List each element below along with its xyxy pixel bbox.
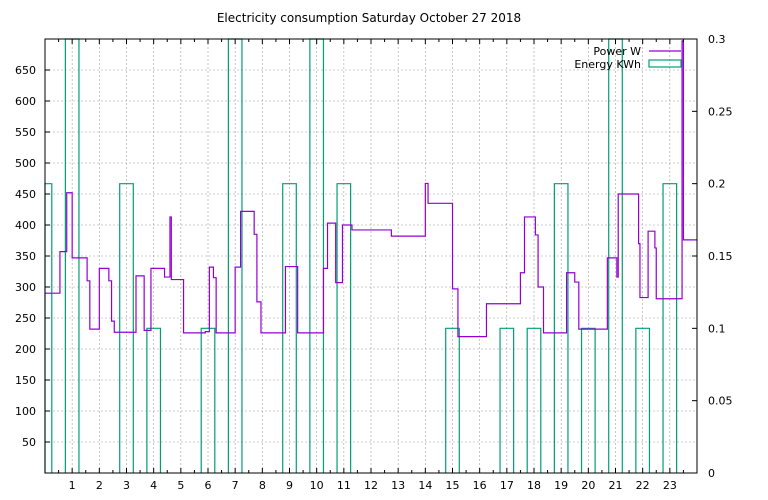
power-line (45, 40, 697, 338)
y2-tick-label: 0.1 (708, 322, 726, 335)
x-tick-label: 1 (69, 479, 76, 492)
x-tick-label: 6 (205, 479, 212, 492)
energy-bar (119, 183, 134, 473)
x-tick-label: 15 (446, 479, 460, 492)
y2-tick-label: 0 (708, 467, 715, 480)
x-tick-label: 9 (286, 479, 293, 492)
energy-bar (580, 327, 596, 473)
x-tick-label: 23 (663, 479, 677, 492)
y2-tick-label: 0.2 (708, 178, 726, 191)
x-tick-label: 13 (391, 479, 405, 492)
legend-swatch-energy (648, 59, 682, 68)
x-tick-label: 18 (527, 479, 541, 492)
x-tick-label: 2 (96, 479, 103, 492)
chart-title: Electricity consumption Saturday October… (217, 11, 521, 25)
y-tick-label: 400 (15, 219, 36, 232)
x-tick-label: 4 (150, 479, 157, 492)
x-tick-label: 11 (337, 479, 351, 492)
y2-tick-label: 0.15 (708, 250, 733, 263)
x-tick-label: 22 (636, 479, 650, 492)
y-tick-label: 150 (15, 374, 36, 387)
x-tick-label: 3 (123, 479, 130, 492)
x-tick-label: 5 (177, 479, 184, 492)
x-tick-label: 16 (473, 479, 487, 492)
y-tick-label: 100 (15, 405, 36, 418)
energy-bar (635, 327, 651, 473)
energy-bar (146, 327, 162, 473)
y-tick-label: 200 (15, 343, 36, 356)
y-tick-label: 350 (15, 250, 36, 263)
energy-bar (526, 327, 542, 473)
y-tick-label: 650 (15, 64, 36, 77)
energy-bar (499, 327, 515, 473)
x-tick-label: 7 (232, 479, 239, 492)
y-tick-label: 300 (15, 281, 36, 294)
x-tick-label: 8 (259, 479, 266, 492)
x-tick-label: 17 (500, 479, 514, 492)
legend-label-power: Power W (593, 45, 641, 58)
energy-bar (553, 183, 569, 473)
x-tick-label: 10 (310, 479, 324, 492)
energy-bar (662, 183, 678, 473)
y-tick-label: 50 (22, 436, 36, 449)
power-series (45, 40, 697, 338)
y2-tick-label: 0.25 (708, 105, 733, 118)
y2-tick-label: 0.05 (708, 395, 733, 408)
axes: 1 2 3 4 5 6 7 8 9 10 11 12 13 14 15 16 17 18 19 20 21 22 23501… (15, 33, 733, 492)
y2-tick-label: 0.3 (708, 33, 726, 46)
y-tick-label: 250 (15, 312, 36, 325)
x-tick-label: 12 (364, 479, 378, 492)
y-tick-label: 500 (15, 157, 36, 170)
energy-bar (282, 183, 297, 473)
y-tick-label: 550 (15, 126, 36, 139)
x-tick-label: 14 (418, 479, 432, 492)
y-tick-label: 600 (15, 95, 36, 108)
energy-bar (200, 327, 216, 473)
legend-label-energy: Energy KWh (574, 58, 641, 71)
x-tick-label: 19 (554, 479, 568, 492)
energy-bar (336, 183, 352, 473)
grid (45, 39, 697, 473)
x-tick-label: 20 (581, 479, 595, 492)
x-tick-label: 21 (609, 479, 623, 492)
energy-bar (44, 183, 53, 473)
energy-bar (445, 327, 460, 473)
legend: Power W Energy KWh (574, 45, 682, 71)
y-tick-label: 450 (15, 188, 36, 201)
